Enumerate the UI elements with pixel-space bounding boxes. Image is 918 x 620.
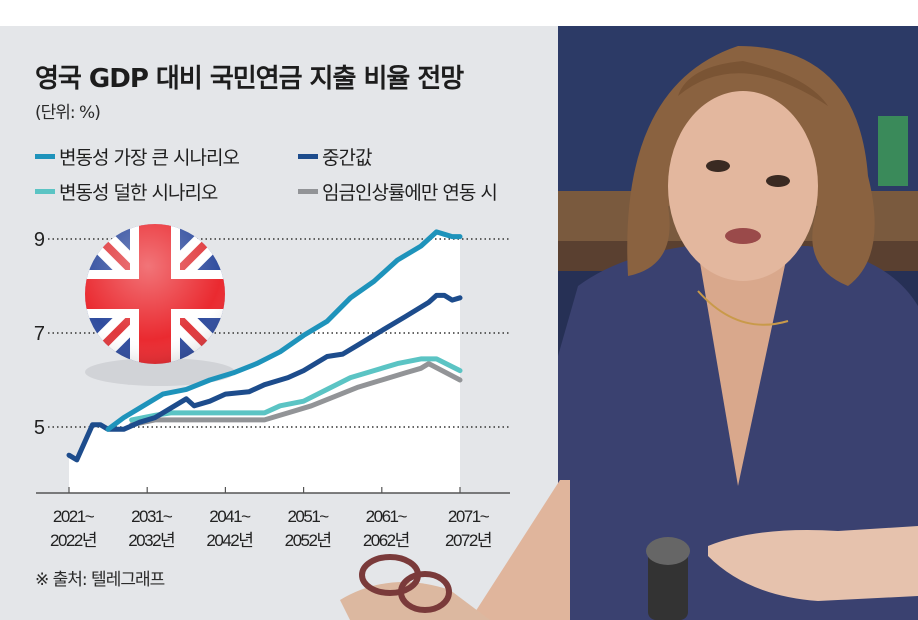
y-tick-label: 5 [34, 417, 45, 439]
legend-item-less-volatile: 변동성 덜한 시나리오 [35, 178, 218, 205]
legend-label: 변동성 가장 큰 시나리오 [59, 147, 240, 169]
speaker-photo [558, 26, 918, 620]
plot-area [69, 231, 460, 493]
line-wage-only [129, 361, 463, 428]
legend-item-median: 중간값 [298, 143, 372, 170]
legend-label: 중간값 [322, 147, 372, 169]
x-tick-label: 2031~ [131, 507, 173, 526]
chart-title: 영국 GDP 대비 국민연금 지출 비율 전망 [35, 64, 464, 94]
legend-label: 변동성 덜한 시나리오 [59, 182, 218, 204]
x-tick-label: 2041~ [209, 507, 251, 526]
arm-cutout [340, 480, 570, 620]
legend-swatch [35, 154, 55, 159]
x-tick-label: 2061~ [366, 507, 408, 526]
y-tick-label: 7 [34, 323, 45, 345]
line-less-volatile [129, 356, 463, 423]
x-tick-label: 2062년 [363, 531, 409, 550]
x-tick-label: 2042년 [206, 531, 252, 550]
legend-label: 임금인상률에만 연동 시 [322, 182, 498, 204]
line-chart: 5 7 9 2021~ 2022년 2031~ 2032년 2041~ 2042년 2051~ 2… [34, 224, 510, 550]
legend-item-most-volatile: 변동성 가장 큰 시나리오 [35, 143, 240, 170]
line-median [66, 292, 463, 463]
x-tick-label: 2052년 [285, 531, 331, 550]
legend-swatch [298, 189, 318, 194]
x-tick-label: 2072년 [445, 531, 491, 550]
x-tick-label: 2071~ [448, 507, 490, 526]
x-tick-label: 2022년 [50, 531, 96, 550]
photo-illustration [558, 26, 918, 620]
source-note: ※ 출처: 텔레그래프 [35, 570, 165, 590]
legend-swatch [35, 189, 55, 194]
x-tick-label: 2051~ [287, 507, 329, 526]
legend-item-wage-only: 임금인상률에만 연동 시 [298, 178, 498, 205]
x-tick-label: 2021~ [53, 507, 95, 526]
y-tick-label: 9 [34, 229, 45, 251]
x-tick-label: 2032년 [128, 531, 174, 550]
uk-flag-icon [85, 224, 235, 386]
legend-swatch [298, 154, 318, 159]
chart-unit: (단위: %) [35, 103, 101, 123]
line-most-volatile [105, 229, 463, 432]
